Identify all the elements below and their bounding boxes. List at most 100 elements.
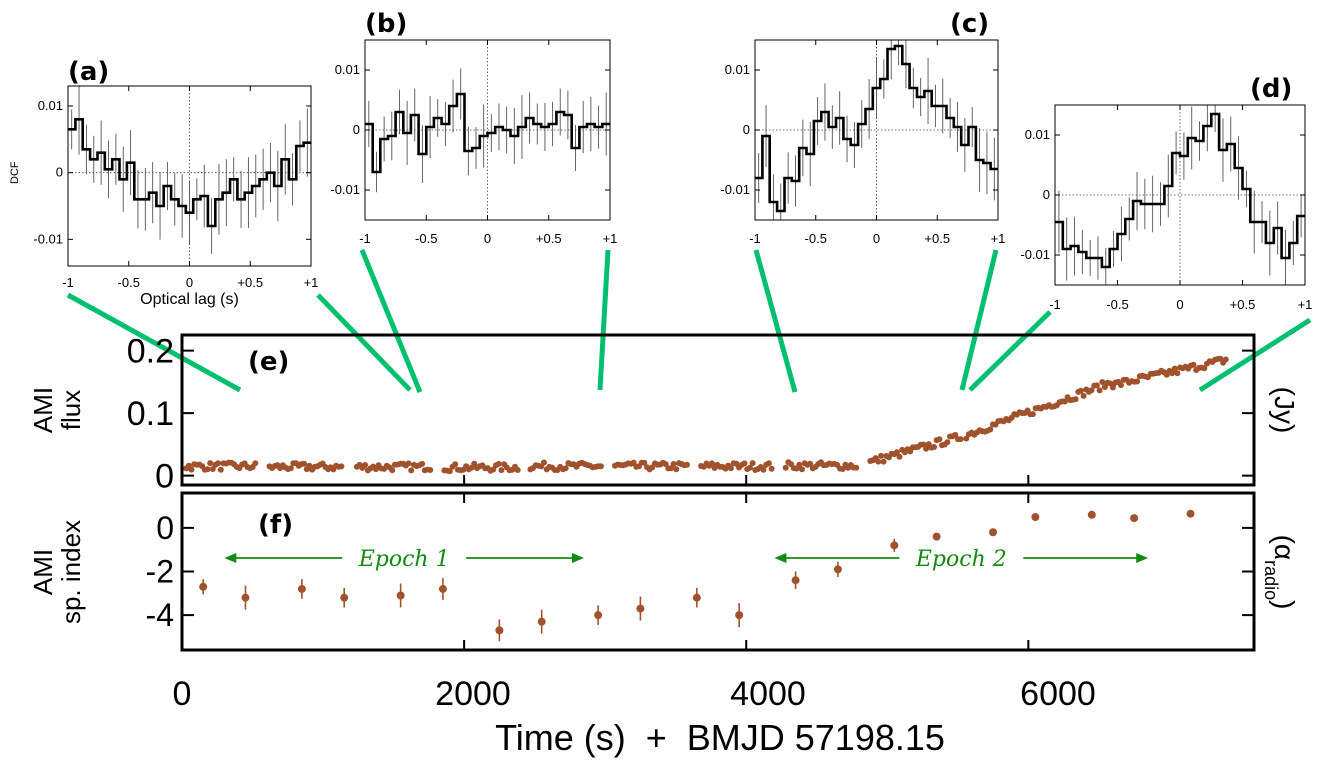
x-tick-label: 0	[186, 275, 193, 290]
y-tick-label: 0	[155, 458, 174, 496]
spectral-index-point	[396, 591, 405, 600]
spectral-index-point	[735, 611, 744, 620]
spectral-index-point	[833, 565, 842, 574]
flux-point	[1171, 365, 1178, 372]
flux-point	[446, 468, 453, 475]
plot-frame	[180, 333, 1256, 487]
flux-point	[684, 461, 690, 468]
flux-point	[188, 466, 195, 473]
y-axis-title: flux	[56, 390, 86, 430]
flux-point	[389, 467, 396, 474]
arrow-head-right	[572, 553, 584, 563]
flux-point	[708, 460, 715, 467]
flux-point	[893, 449, 900, 456]
flux-point	[490, 466, 497, 473]
flux-point	[1077, 387, 1084, 394]
y-axis-title-right: (αradio)	[1261, 535, 1300, 610]
y-axis-title: AMI	[28, 549, 58, 595]
flux-point	[1096, 387, 1103, 394]
flux-point	[405, 460, 412, 467]
flux-point	[514, 467, 521, 473]
y-tick-label: 0.2	[127, 333, 174, 371]
x-tick-label: +0.5	[237, 275, 263, 290]
flux-point	[1093, 382, 1100, 389]
flux-point	[1201, 365, 1208, 372]
x-axis-title: Time (s) + BMJD 57198.15	[495, 717, 945, 758]
zoom-connector	[968, 310, 1052, 392]
panel-label: (f)	[258, 510, 293, 540]
flux-point	[799, 466, 805, 473]
flux-point	[1222, 356, 1229, 363]
y-tick-label: 0.01	[1025, 127, 1050, 142]
arrow-head-left	[224, 553, 237, 563]
x-tick-label: -0.5	[415, 231, 437, 246]
dcf-step-line	[755, 44, 998, 213]
flux-point	[252, 460, 259, 467]
zoom-connector	[597, 249, 611, 391]
flux-point	[741, 460, 748, 467]
y-tick-label: 0	[353, 122, 360, 137]
x-tick-label: +0.5	[536, 231, 562, 246]
arrow-head-left	[774, 553, 787, 563]
flux-point	[471, 460, 478, 467]
flux-point	[1061, 398, 1068, 405]
spectral-index-point	[791, 576, 800, 585]
x-tick-label: +0.5	[1230, 297, 1256, 312]
spectral-index-point	[1186, 509, 1195, 518]
flux-point	[287, 465, 294, 472]
y-tick-label: 0	[743, 122, 750, 137]
flux-point	[957, 436, 964, 443]
flux-point	[880, 458, 887, 465]
zoom-connector	[316, 293, 412, 392]
panel-d-dcf: -1 -0.5 0 +0.5 +1 0.01 0 -0.01 (d)	[1020, 74, 1312, 312]
y-tick-label: 0.1	[127, 395, 174, 433]
flux-point	[875, 458, 882, 465]
spectral-index-point	[297, 584, 306, 593]
flux-point	[673, 466, 680, 473]
x-tick-label: -0.5	[1106, 297, 1128, 312]
y-tick-label: 0	[1043, 187, 1050, 202]
spectral-index-point	[495, 626, 504, 635]
flux-point	[944, 439, 951, 446]
x-tick-label: +1	[603, 231, 618, 246]
flux-point	[1088, 387, 1095, 394]
flux-point	[807, 460, 814, 467]
flux-point	[782, 464, 789, 471]
spectral-index-point	[537, 617, 546, 626]
y-tick-label: 0	[56, 165, 63, 180]
panel-label: (a)	[68, 57, 109, 87]
flux-point	[1134, 378, 1141, 385]
flux-point	[452, 461, 459, 468]
flux-point	[1174, 370, 1181, 377]
epoch-annotation: Epoch 2	[774, 547, 1149, 572]
flux-point	[419, 460, 426, 467]
panel-label: (b)	[365, 9, 407, 39]
spectral-index-point	[989, 528, 998, 537]
flux-point	[853, 464, 860, 471]
spectral-index-point	[438, 584, 447, 593]
flux-point	[952, 431, 959, 438]
y-tick-label: -4	[146, 597, 174, 633]
flux-point	[896, 453, 903, 460]
flux-point	[746, 464, 753, 471]
flux-point	[1190, 361, 1197, 368]
flux-point	[920, 441, 927, 448]
flux-point	[931, 444, 938, 450]
flux-point	[662, 461, 669, 468]
x-tick-label: -0.5	[118, 275, 140, 290]
spectral-index-point	[1130, 514, 1139, 523]
epoch-label: Epoch 1	[358, 547, 450, 572]
y-tick-label: -0.01	[720, 182, 750, 197]
flux-point	[1099, 379, 1106, 385]
x-tick-label: 2000	[435, 675, 511, 713]
flux-point	[1118, 382, 1124, 389]
flux-point	[495, 460, 502, 467]
x-tick-label: -1	[749, 231, 761, 246]
flux-point	[204, 466, 211, 473]
flux-point	[765, 460, 772, 467]
flux-point	[1080, 392, 1087, 399]
flux-point	[301, 460, 308, 467]
x-axis-title: Optical lag (s)	[140, 291, 239, 308]
